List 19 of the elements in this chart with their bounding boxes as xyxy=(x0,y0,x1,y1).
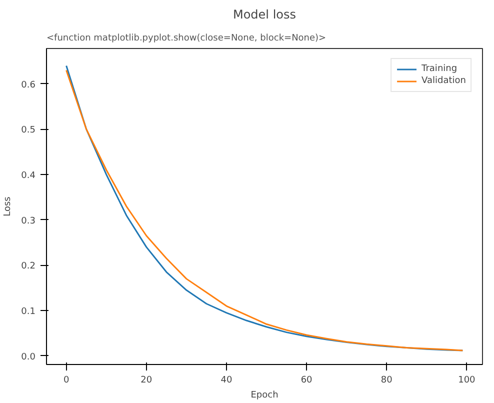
legend-label: Training xyxy=(422,64,458,74)
x-tick-label: 60 xyxy=(300,376,313,386)
y-tick-label: 0.1 xyxy=(21,307,36,318)
x-tick-label: 40 xyxy=(220,376,232,386)
x-tick-label: 20 xyxy=(140,376,152,386)
legend-label: Validation xyxy=(422,76,466,86)
y-axis-title: Loss xyxy=(3,196,14,216)
y-tick-label: 0.3 xyxy=(21,216,36,226)
x-tick-label: 80 xyxy=(380,376,393,386)
x-tick-label: 0 xyxy=(63,376,70,386)
x-tick-label: 100 xyxy=(458,376,476,386)
y-tick-label: 0.4 xyxy=(21,171,36,182)
y-tick-label: 0.5 xyxy=(21,126,36,136)
text: <function matplotlib.pyplot.show(close=None, block=None)> xyxy=(46,34,326,44)
y-tick-label: 0.6 xyxy=(21,80,36,90)
chart-title: Model loss xyxy=(232,8,296,22)
y-tick-label: 0.2 xyxy=(21,262,36,272)
x-axis-title: Epoch xyxy=(250,390,278,400)
y-tick-label: 0.0 xyxy=(21,352,36,362)
